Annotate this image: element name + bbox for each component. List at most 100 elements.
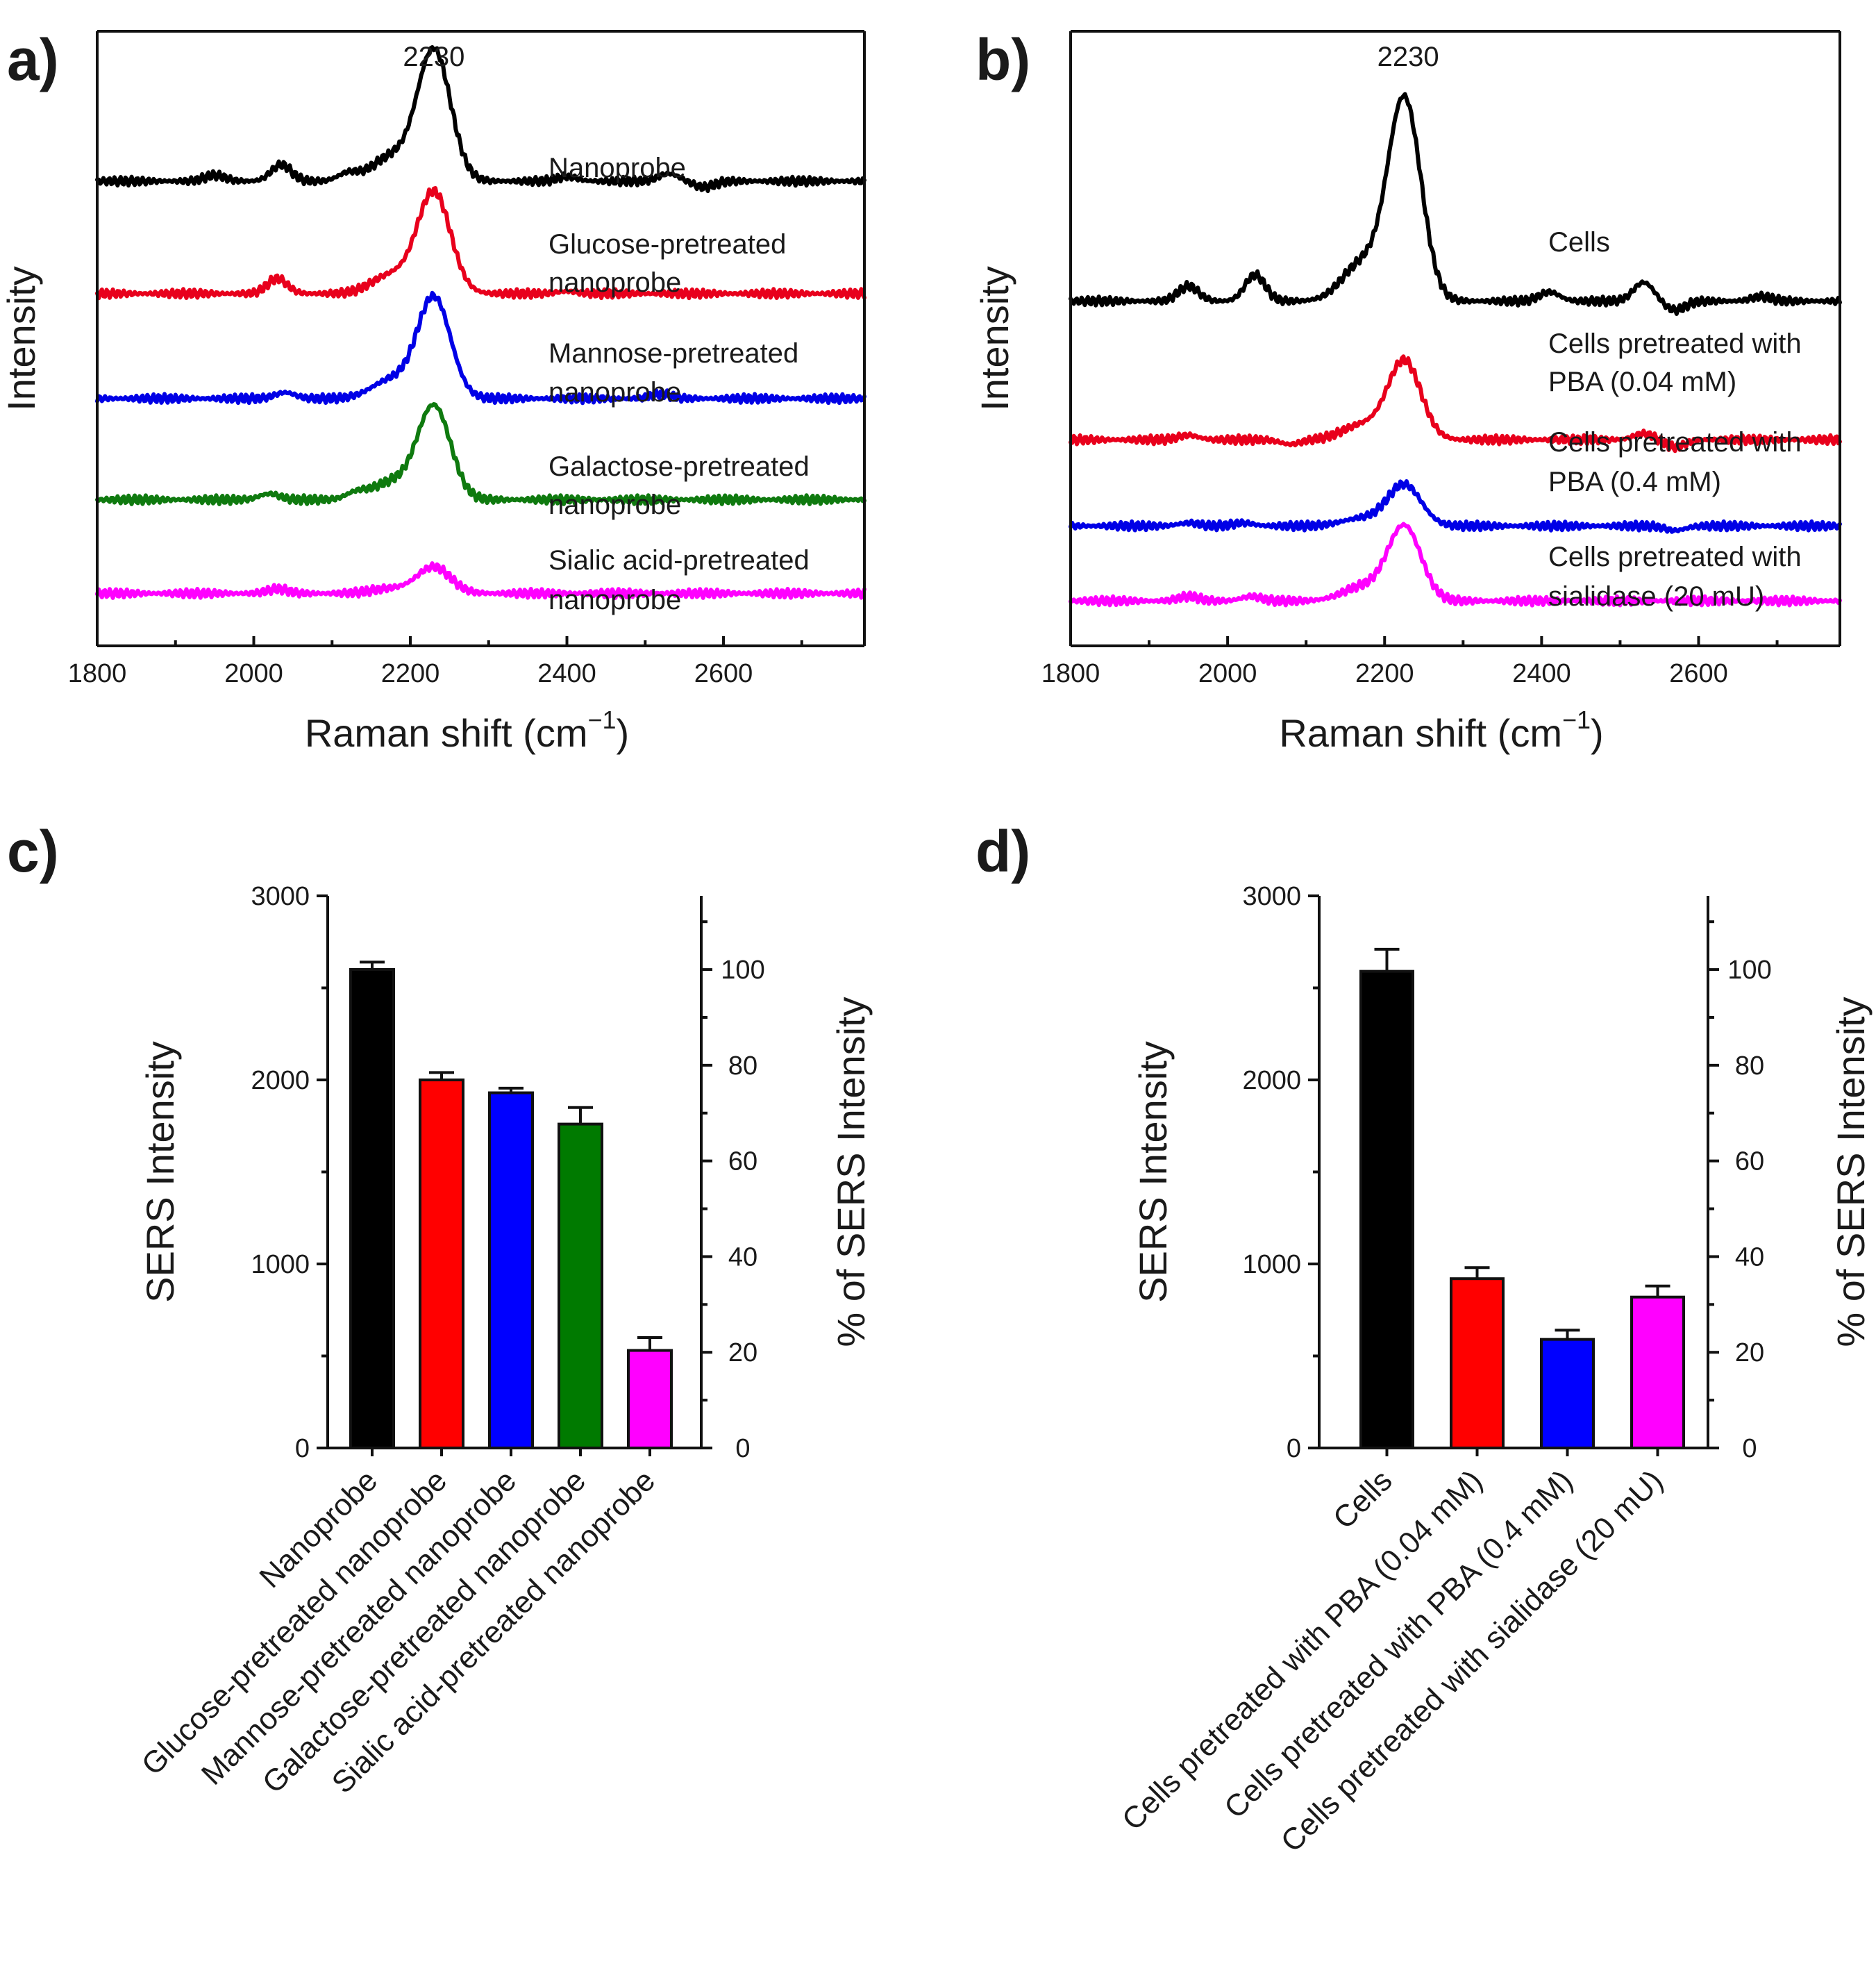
spectrum-line — [95, 561, 866, 600]
spectrum-label: nanoprobe — [548, 267, 681, 298]
y2-tick-label: 40 — [1735, 1242, 1764, 1272]
bar — [488, 1091, 534, 1450]
spectrum-label: nanoprobe — [548, 490, 681, 520]
category-label: Cells pretreated with PBA (0.04 mM) — [1116, 1463, 1489, 1837]
y2-axis-title: % of SERS Intensity — [1829, 997, 1873, 1347]
spectrum-label: nanoprobe — [548, 585, 681, 615]
x-axis-title: Raman shift (cm−1) — [305, 706, 629, 755]
x-tick-label: 2000 — [1198, 659, 1257, 688]
bar — [1540, 1338, 1595, 1450]
bar — [1450, 1277, 1505, 1449]
y2-tick-label: 40 — [728, 1242, 757, 1272]
x-tick-label: 2400 — [1512, 659, 1571, 688]
spectrum-line — [95, 402, 866, 506]
y2-tick-label: 100 — [721, 956, 764, 985]
spectrum-label: PBA (0.04 mM) — [1548, 367, 1736, 397]
spectrum-panel-b: b) Cells Cells pretreated with PBA (0.04 mM… — [973, 27, 1842, 755]
y-axis-title: SERS Intensity — [138, 1041, 182, 1303]
category-label: Cells — [1327, 1463, 1399, 1535]
spectrum-label: Glucose-pretreated — [548, 229, 786, 260]
y2-tick-label: 0 — [735, 1434, 750, 1463]
x-axis-title: Raman shift (cm−1) — [1279, 706, 1603, 755]
y2-tick-label: 20 — [1735, 1338, 1764, 1367]
bar — [1630, 1295, 1685, 1449]
y-axis-title: Intensity — [0, 266, 43, 411]
spectrum-line — [1069, 522, 1842, 608]
spectrum-line — [95, 185, 866, 301]
x-tick-label: 2000 — [224, 659, 283, 688]
spectrum-label: Cells pretreated with — [1548, 427, 1802, 458]
y-tick-label: 3000 — [251, 882, 310, 911]
panel-label: c) — [7, 819, 59, 884]
bar — [349, 968, 395, 1449]
spectrum-line — [1069, 92, 1842, 316]
y-tick-label: 3000 — [1242, 882, 1301, 911]
category-label: Cells pretreated with sialidase (20 mU) — [1275, 1463, 1670, 1858]
x-axis-title-sup: −1 — [587, 706, 616, 734]
x-tick-label: 2400 — [537, 659, 596, 688]
spectrum-label: nanoprobe — [548, 377, 681, 408]
y2-tick-label: 0 — [1742, 1434, 1757, 1463]
x-tick-label: 2600 — [1669, 659, 1728, 688]
spectrum-label: Mannose-pretreated — [548, 338, 798, 369]
error-bar — [1464, 1266, 1490, 1279]
y-axis-title: Intensity — [973, 266, 1016, 411]
y-tick-label: 1000 — [251, 1250, 310, 1279]
panel-label: a) — [7, 27, 59, 92]
x-axis-title-end: ) — [617, 711, 630, 755]
spectrum-label: Sialic acid-pretreated — [548, 545, 810, 576]
x-axis-title-end: ) — [1591, 711, 1604, 755]
spectrum-label: Cells — [1548, 227, 1610, 258]
bar — [627, 1349, 673, 1450]
x-axis-title-sup: −1 — [1562, 706, 1591, 734]
y2-tick-label: 60 — [1735, 1147, 1764, 1176]
spectrum-line — [95, 45, 866, 194]
x-tick-label: 2200 — [1355, 659, 1414, 688]
spectrum-panel-a: a) Nanoprobe Glucose-pretreated nanoprobe Ma… — [0, 27, 866, 755]
spectrum-label: sialidase (20 mU) — [1548, 581, 1764, 612]
y-tick-label: 2000 — [251, 1066, 310, 1095]
spectrum-label: PBA (0.4 mM) — [1548, 467, 1721, 497]
x-tick-label: 1800 — [68, 659, 127, 688]
spectrum-line — [1069, 479, 1842, 534]
spectrum-line — [95, 290, 866, 406]
y-tick-label: 1000 — [1242, 1250, 1301, 1279]
spectrum-label: Galactose-pretreated — [548, 451, 810, 482]
y-axis-title: SERS Intensity — [1131, 1041, 1175, 1303]
error-bar — [360, 960, 385, 969]
bar — [419, 1079, 464, 1449]
spectrum-label: Cells pretreated with — [1548, 542, 1802, 572]
bar — [558, 1122, 603, 1449]
y2-tick-label: 80 — [1735, 1051, 1764, 1081]
y2-tick-label: 80 — [728, 1051, 757, 1081]
panel-label: d) — [975, 819, 1030, 884]
x-tick-label: 1800 — [1041, 659, 1100, 688]
panel-label: b) — [975, 27, 1030, 92]
y2-tick-label: 60 — [728, 1147, 757, 1176]
spectrum-line — [1069, 354, 1842, 453]
y2-tick-label: 100 — [1727, 956, 1771, 985]
y2-axis-title: % of SERS Intensity — [829, 997, 873, 1347]
bar — [1359, 969, 1414, 1449]
error-bar — [637, 1336, 662, 1351]
peak-annotation: 2230 — [1377, 42, 1439, 72]
error-bar — [1645, 1284, 1670, 1297]
error-bar — [1555, 1329, 1580, 1340]
peak-annotation: 2230 — [403, 42, 464, 72]
error-bar — [568, 1106, 593, 1124]
error-bar — [429, 1071, 454, 1080]
spectrum-label: Nanoprobe — [548, 153, 686, 183]
y-tick-label: 0 — [1287, 1434, 1301, 1463]
x-tick-label: 2600 — [694, 659, 753, 688]
error-bar — [1374, 947, 1400, 972]
y-tick-label: 2000 — [1242, 1066, 1301, 1095]
x-tick-label: 2200 — [381, 659, 440, 688]
y-tick-label: 0 — [295, 1434, 310, 1463]
y2-tick-label: 20 — [728, 1338, 757, 1367]
category-label: Cells pretreated with PBA (0.4 mM) — [1218, 1463, 1580, 1825]
spectrum-label: Cells pretreated with — [1548, 328, 1802, 359]
error-bar — [499, 1086, 524, 1093]
